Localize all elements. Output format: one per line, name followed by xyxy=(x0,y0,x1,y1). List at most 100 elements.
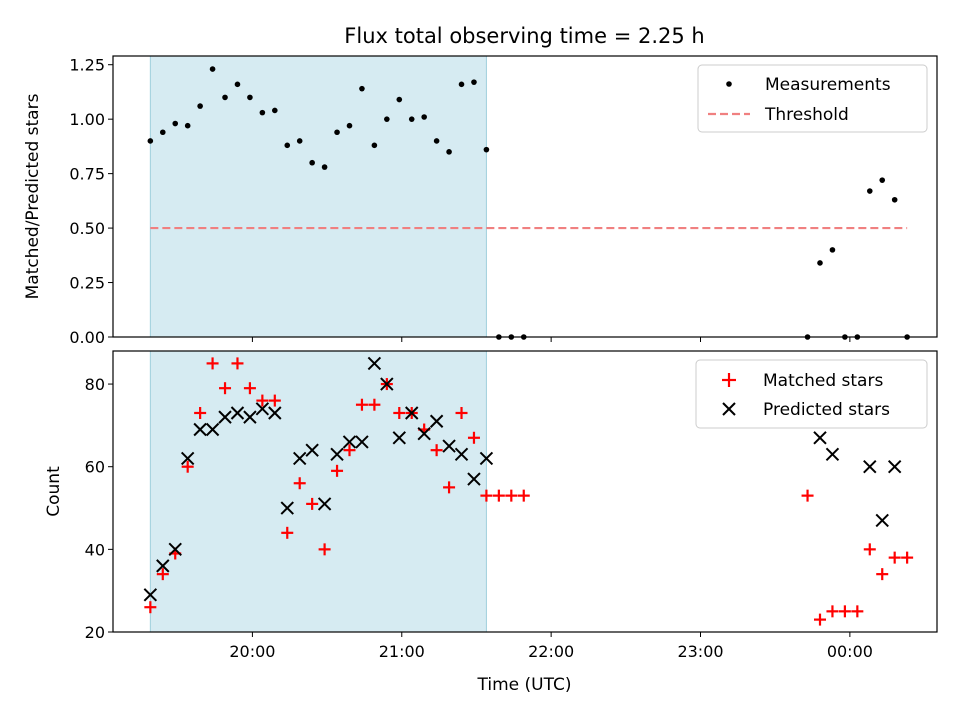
measurement-point xyxy=(309,159,315,166)
predicted-star-point xyxy=(268,406,282,420)
predicted-star-point-b xyxy=(193,422,207,437)
y-tick-label: 1.00 xyxy=(69,110,105,129)
y-tick-label: 20 xyxy=(85,623,105,642)
x-tick-label: 00:00 xyxy=(827,642,873,661)
measurement-point xyxy=(866,188,873,194)
measurement-point xyxy=(433,138,440,144)
measurement-point xyxy=(234,81,241,88)
measurement-point xyxy=(147,138,154,144)
matched-star-point xyxy=(443,481,456,494)
measurement-point xyxy=(197,103,203,109)
matched-star-point xyxy=(467,431,480,444)
predicted-star-point-b xyxy=(243,410,257,424)
x-tick-label: 23:00 xyxy=(677,642,723,661)
predicted-star-point xyxy=(380,377,394,391)
y-tick-label: 0.00 xyxy=(69,328,105,347)
flux-panel: Flux total observing time = 2.25 h 0.00 0… xyxy=(23,24,938,347)
matched-star-point xyxy=(492,489,505,502)
measurement-point xyxy=(209,66,216,72)
y-tick-label: 80 xyxy=(85,375,105,394)
predicted-star-point xyxy=(280,501,294,515)
legend-measurements-marker xyxy=(726,81,732,87)
predicted-star-point xyxy=(417,426,431,441)
measurement-point xyxy=(321,164,328,170)
matched-star-point xyxy=(368,398,381,411)
matched-star-point xyxy=(455,406,468,419)
flux-legend: Measurements Threshold xyxy=(697,64,928,133)
flux-legend-box xyxy=(697,64,928,133)
predicted-star-point-b xyxy=(429,414,444,428)
predicted-star-point-b xyxy=(143,588,158,602)
observing-span-shade xyxy=(149,55,487,338)
predicted-star-point-b xyxy=(330,447,344,462)
matched-star-point xyxy=(901,551,914,564)
predicted-star-point xyxy=(180,451,195,466)
predicted-star-point-b xyxy=(417,426,431,441)
count-panel: 20 40 60 80 20:00 21:00 22:00 23:00 00:00 Count… xyxy=(44,350,938,695)
predicted-star-point-b xyxy=(467,472,481,486)
flux-y-axis-label: Matched/Predicted stars xyxy=(23,93,43,299)
predicted-star-point xyxy=(367,356,382,371)
count-axes-frame xyxy=(112,350,938,633)
matched-star-point xyxy=(813,613,826,626)
predicted-star-point-b xyxy=(280,501,294,515)
predicted-star-point-b xyxy=(355,435,369,449)
measurement-points xyxy=(147,66,910,340)
matched-star-point xyxy=(331,464,344,477)
matched-star-point xyxy=(505,489,518,502)
y-tick-label: 0.75 xyxy=(69,165,105,184)
matched-star-point xyxy=(393,406,406,419)
predicted-star-point xyxy=(342,435,357,449)
legend-threshold-label: Threshold xyxy=(764,105,849,125)
measurement-point xyxy=(184,122,191,129)
count-legend: Matched stars Predicted stars xyxy=(695,359,928,429)
matched-star-point xyxy=(826,605,839,618)
predicted-star-point-b xyxy=(479,451,494,466)
predicted-star-point-b xyxy=(825,447,840,462)
predicted-star-point-b xyxy=(218,410,232,424)
measurement-point xyxy=(458,81,465,88)
matched-star-point xyxy=(517,489,530,502)
predicted-star-point xyxy=(429,414,444,428)
legend-matched-marker xyxy=(722,373,736,387)
matched-star-point xyxy=(231,357,244,370)
x-axis-label: Time (UTC) xyxy=(477,675,572,695)
matched-star-point xyxy=(876,568,889,581)
measurement-point xyxy=(272,107,278,114)
flux-y-ticks: 0.00 0.25 0.50 0.75 1.00 1.25 xyxy=(69,56,113,347)
measurement-point xyxy=(384,116,390,122)
chart-title: Flux total observing time = 2.25 h xyxy=(344,24,704,48)
measurement-point xyxy=(296,138,303,144)
predicted-star-point xyxy=(467,472,481,486)
matched-star-point xyxy=(219,382,232,395)
measurement-point xyxy=(829,247,836,253)
predicted-star-point-b xyxy=(367,356,382,371)
measurement-point xyxy=(284,142,291,149)
measurement-point xyxy=(159,129,166,136)
predicted-star-point-b xyxy=(887,459,902,474)
count-y-ticks: 20 40 60 80 xyxy=(85,375,113,642)
y-tick-label: 60 xyxy=(85,458,105,477)
predicted-star-point-b xyxy=(305,443,319,457)
matched-star-point xyxy=(181,460,194,473)
predicted-star-point-b xyxy=(875,513,889,528)
predicted-star-point-b xyxy=(317,497,332,511)
predicted-star-point xyxy=(875,513,889,528)
measurement-point xyxy=(259,109,266,116)
x-tick-label: 21:00 xyxy=(379,642,425,661)
predicted-star-point xyxy=(243,410,257,424)
measurement-point xyxy=(421,114,427,120)
predicted-star-points xyxy=(143,356,902,602)
predicted-star-point-b xyxy=(268,406,282,420)
measurement-point xyxy=(396,96,403,103)
predicted-star-point xyxy=(156,559,170,573)
count-legend-box xyxy=(695,359,928,429)
x-tick-label: 22:00 xyxy=(528,642,574,661)
predicted-star-point xyxy=(230,406,245,420)
predicted-star-point xyxy=(825,447,840,462)
predicted-star-point xyxy=(292,451,307,466)
predicted-star-point xyxy=(392,431,406,445)
measurement-point xyxy=(879,177,886,183)
measurement-point xyxy=(891,196,898,203)
matched-star-point xyxy=(281,526,294,539)
